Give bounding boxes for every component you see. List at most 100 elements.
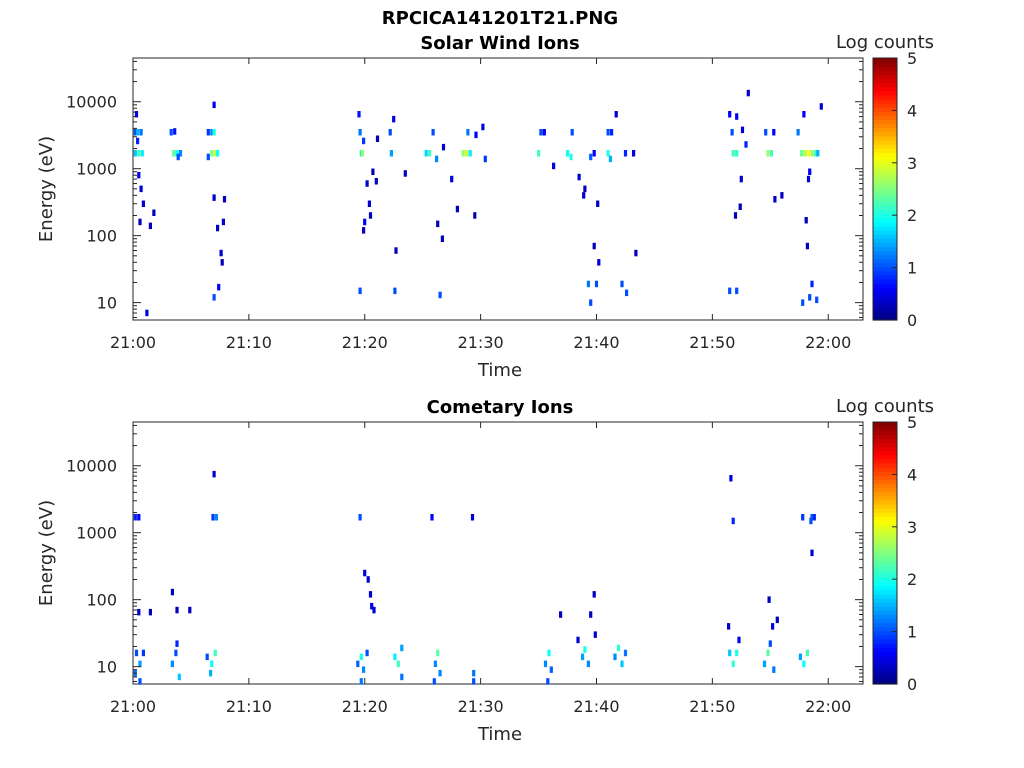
heatmap-cell <box>368 212 373 219</box>
heatmap-cell <box>394 247 398 254</box>
colorbar-segment <box>873 573 897 579</box>
heatmap-cell <box>370 602 374 610</box>
heatmap-cell <box>592 150 596 157</box>
heatmap-cell <box>211 514 215 521</box>
colorbar-segment <box>873 458 897 464</box>
colorbar-segment <box>873 86 897 92</box>
heatmap-cell <box>735 649 739 657</box>
heatmap-cell <box>372 606 376 614</box>
colorbar-segment <box>873 127 897 133</box>
colorbar-segment <box>873 589 897 595</box>
heatmap-cell <box>802 111 806 118</box>
heatmap-cell <box>806 150 811 157</box>
heatmap-cell <box>140 150 144 157</box>
heatmap-cell <box>592 591 596 598</box>
heatmap-cell <box>593 631 597 638</box>
colorbar-segment <box>873 499 897 505</box>
x-tick-label: 22:00 <box>805 333 851 352</box>
heatmap-cell <box>138 660 142 668</box>
heatmap-cell <box>728 287 732 295</box>
colorbar-segment <box>873 512 897 517</box>
heatmap-cell <box>780 192 784 199</box>
heatmap-cell <box>141 200 145 207</box>
heatmap-cell <box>772 129 776 136</box>
heatmap-cell <box>730 129 734 136</box>
colorbar-segment <box>873 131 897 137</box>
colorbar-label: Log counts <box>836 396 934 417</box>
heatmap-cell <box>362 666 366 673</box>
colorbar-segment <box>873 483 897 489</box>
colorbar-segment <box>873 148 897 153</box>
heatmap-cell <box>141 649 145 657</box>
colorbar-segment <box>873 430 897 435</box>
colorbar-segment <box>873 442 897 448</box>
heatmap-cell <box>433 660 437 668</box>
colorbar-segment <box>873 94 897 100</box>
heatmap-cell <box>357 111 361 118</box>
heatmap-cell <box>596 200 600 207</box>
heatmap-cell <box>810 280 814 288</box>
colorbar-segment <box>873 205 897 211</box>
heatmap-cell <box>773 196 777 203</box>
colorbar-segment <box>873 168 897 174</box>
axes: 21:00 21:10 21:20 21:30 21:40 21:50 22:00 10 100… <box>66 58 863 352</box>
heatmap-cell <box>134 111 139 118</box>
colorbar-segment <box>873 287 897 292</box>
colorbar-segment <box>873 119 897 125</box>
y-tick-label: 10000 <box>66 457 117 476</box>
heatmap-cell <box>581 653 585 661</box>
heatmap-cell <box>731 150 735 157</box>
colorbar-tick-label: 2 <box>907 206 917 225</box>
colorbar-tick-label: 1 <box>907 259 917 278</box>
colorbar-segment <box>873 152 897 157</box>
heatmap-cell <box>762 660 767 668</box>
colorbar-segment <box>873 544 897 550</box>
colorbar-segment <box>873 454 897 460</box>
colorbar-segment <box>873 667 897 673</box>
colorbar-segment <box>873 98 897 104</box>
heatmap-cell <box>219 249 223 257</box>
heatmap-cell <box>209 669 213 677</box>
x-tick-label: 21:20 <box>342 333 388 352</box>
heatmap-cell <box>435 155 439 163</box>
heatmap-cell <box>400 644 404 652</box>
heatmap-cell <box>801 299 805 306</box>
plot-area <box>132 421 864 685</box>
x-tick-label: 21:30 <box>458 333 504 352</box>
y-axis-label: Energy (eV) <box>36 500 57 606</box>
heatmap-cell <box>806 175 811 183</box>
colorbar: 0 1 2 3 4 5 <box>872 49 917 330</box>
colorbar-segment <box>873 606 897 611</box>
heatmap-cell <box>623 649 628 657</box>
colorbar-segment <box>873 180 897 186</box>
heatmap-cell <box>358 514 362 521</box>
heatmap-cell <box>212 294 216 301</box>
colorbar-segment <box>873 135 897 141</box>
heatmap-cell <box>133 129 137 136</box>
heatmap-cell <box>800 150 804 157</box>
heatmap-cell <box>583 185 587 193</box>
heatmap-cell <box>731 660 735 668</box>
colorbar-segment <box>873 176 897 182</box>
colorbar-tick-label: 0 <box>907 675 917 694</box>
heatmap-cell <box>802 660 806 668</box>
colorbar-segment <box>873 655 897 661</box>
heatmap-cell <box>472 669 476 677</box>
heatmap-cell <box>468 150 472 157</box>
colorbar-segment <box>873 107 897 112</box>
y-axis-label: Energy (eV) <box>36 136 57 242</box>
heatmap-cell <box>589 153 593 161</box>
heatmap-cell <box>565 150 570 157</box>
heatmap-cell <box>440 235 444 242</box>
heatmap-cell <box>583 646 587 653</box>
heatmap-cell <box>371 168 375 175</box>
heatmap-cell <box>217 283 221 291</box>
heatmap-cell <box>388 129 392 136</box>
heatmap-cell <box>606 129 610 136</box>
heatmap-cell <box>632 150 636 157</box>
colorbar-segment <box>873 610 897 615</box>
heatmap-cell <box>470 514 475 521</box>
heatmap-cell <box>729 475 733 482</box>
heatmap-cell <box>169 129 173 136</box>
colorbar-segment <box>873 507 897 513</box>
